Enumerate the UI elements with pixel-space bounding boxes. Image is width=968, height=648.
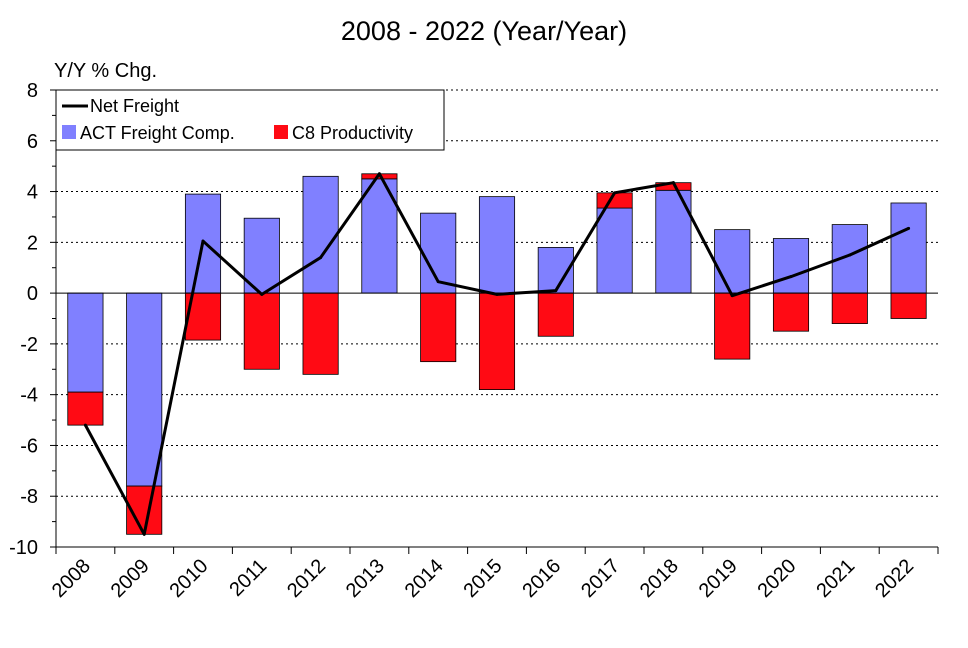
net-freight-point-2014 [436,280,440,284]
y-tick-label: 4 [27,182,38,204]
y-tick-label: -6 [20,435,38,457]
chart-title: 2008 - 2022 (Year/Year) [341,16,627,46]
y-tick-label: 2 [27,232,38,254]
x-tick-label: 2013 [342,555,389,602]
net-freight-point-2021 [848,253,852,257]
legend-label-act-freight-comp: ACT Freight Comp. [80,123,235,143]
net-freight-line-group [83,172,911,536]
legend-swatch-c8-productivity [274,125,288,139]
bar-c8-productivity-2020 [772,292,810,332]
y-tick-label: -4 [20,385,38,407]
bar-c8-productivity-2016 [537,292,574,337]
x-tick-label: 2008 [48,555,95,602]
bar-act-freight-comp-2019 [714,229,751,294]
legend-swatch-act-freight-comp [62,125,76,139]
net-freight-point-2008 [83,423,87,427]
net-freight-point-2009 [142,532,146,536]
x-tick-label: 2017 [577,555,624,602]
bars [67,173,927,535]
bar-c8-productivity-2008 [67,391,104,426]
x-tick-label: 2022 [871,555,918,602]
legend-label-c8-productivity: C8 Productivity [292,123,413,143]
bar-c8-productivity-2022 [890,292,927,319]
y-tick-label: -2 [20,334,38,356]
net-freight-point-2019 [730,294,734,298]
bar-c8-productivity-2011 [243,292,280,370]
bar-c8-productivity-2019 [714,292,751,360]
net-freight-point-2017 [613,191,617,195]
bar-c8-productivity-2014 [420,292,457,363]
net-freight-point-2018 [671,181,675,185]
net-freight-point-2022 [907,226,911,230]
x-tick-label: 2014 [401,555,448,602]
bar-c8-productivity-2015 [478,292,516,390]
y-axis-label: Y/Y % Chg. [54,60,157,82]
y-tick-label: 8 [27,80,38,102]
bar-act-freight-comp-2020 [772,238,810,294]
net-freight-point-2015 [495,292,499,296]
y-tick-label: 0 [27,283,38,305]
y-tick-label: -10 [9,537,38,559]
x-tick-label: 2010 [166,555,213,602]
net-freight-point-2011 [260,292,264,296]
x-tick-label: 2011 [225,555,271,601]
bar-act-freight-comp-2008 [67,292,104,393]
net-freight-point-2020 [789,275,793,279]
bar-act-freight-comp-2017 [596,207,633,294]
net-freight-point-2010 [201,239,205,243]
bar-act-freight-comp-2009 [126,292,163,487]
legend-label-net-freight: Net Freight [90,96,179,116]
legend: Net Freight ACT Freight Comp. C8 Product… [55,89,445,151]
x-tick-label: 2009 [107,555,154,602]
bar-act-freight-comp-2022 [890,202,927,294]
net-freight-point-2012 [319,256,323,260]
x-tick-label: 2012 [283,555,330,602]
x-tick-label: 2019 [695,555,742,602]
x-tick-label: 2021 [812,555,859,602]
legend-box [55,89,445,151]
x-tick-label: 2015 [460,555,507,602]
net-freight-point-2013 [377,172,381,176]
net-freight-point-2016 [554,289,558,293]
bar-c8-productivity-2021 [831,292,868,324]
bar-c8-productivity-2012 [302,292,339,375]
bar-act-freight-comp-2015 [478,196,516,294]
y-tick-label: 6 [27,131,38,153]
x-tick-label: 2020 [754,555,801,602]
x-tick-label: 2018 [636,555,683,602]
x-tick-label: 2016 [518,555,565,602]
bar-act-freight-comp-2012 [302,175,339,294]
y-tick-label: -8 [20,486,38,508]
